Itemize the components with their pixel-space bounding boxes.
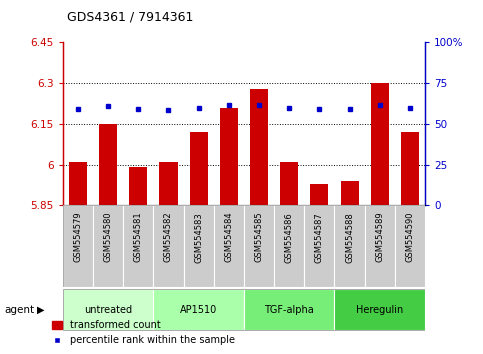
Bar xyxy=(189,132,208,205)
Text: GSM554582: GSM554582 xyxy=(164,212,173,262)
Bar xyxy=(154,205,184,287)
Bar xyxy=(365,205,395,287)
Bar xyxy=(334,289,425,331)
Bar xyxy=(274,205,304,287)
Bar xyxy=(311,184,328,205)
Text: TGF-alpha: TGF-alpha xyxy=(264,305,314,315)
Text: Heregulin: Heregulin xyxy=(356,305,403,315)
Bar xyxy=(129,167,147,205)
Text: untreated: untreated xyxy=(84,305,132,315)
Legend: transformed count, percentile rank within the sample: transformed count, percentile rank withi… xyxy=(48,316,239,349)
Bar xyxy=(250,88,268,205)
Bar xyxy=(220,108,238,205)
Text: GSM554588: GSM554588 xyxy=(345,212,354,263)
Bar xyxy=(280,162,298,205)
Text: GSM554590: GSM554590 xyxy=(405,212,414,262)
Text: GSM554581: GSM554581 xyxy=(134,212,143,262)
Bar xyxy=(341,181,358,205)
Bar xyxy=(334,205,365,287)
Bar xyxy=(395,205,425,287)
Text: GSM554586: GSM554586 xyxy=(284,212,294,263)
Bar xyxy=(184,205,213,287)
Bar xyxy=(93,205,123,287)
Text: GSM554589: GSM554589 xyxy=(375,212,384,262)
Text: GSM554584: GSM554584 xyxy=(224,212,233,262)
Bar xyxy=(69,162,87,205)
Text: ▶: ▶ xyxy=(37,305,45,315)
Bar xyxy=(401,132,419,205)
Text: GSM554580: GSM554580 xyxy=(103,212,113,262)
Bar xyxy=(159,162,178,205)
Bar xyxy=(371,83,389,205)
Bar xyxy=(63,205,93,287)
Bar xyxy=(213,205,244,287)
Text: agent: agent xyxy=(5,305,35,315)
Bar xyxy=(154,289,244,331)
Bar xyxy=(304,205,334,287)
Text: AP1510: AP1510 xyxy=(180,305,217,315)
Text: GSM554583: GSM554583 xyxy=(194,212,203,263)
Text: GSM554587: GSM554587 xyxy=(315,212,324,263)
Bar xyxy=(63,289,154,331)
Bar xyxy=(244,205,274,287)
Text: GSM554579: GSM554579 xyxy=(73,212,83,262)
Text: GDS4361 / 7914361: GDS4361 / 7914361 xyxy=(67,11,194,24)
Bar xyxy=(244,289,334,331)
Bar xyxy=(123,205,154,287)
Text: GSM554585: GSM554585 xyxy=(255,212,264,262)
Bar xyxy=(99,124,117,205)
